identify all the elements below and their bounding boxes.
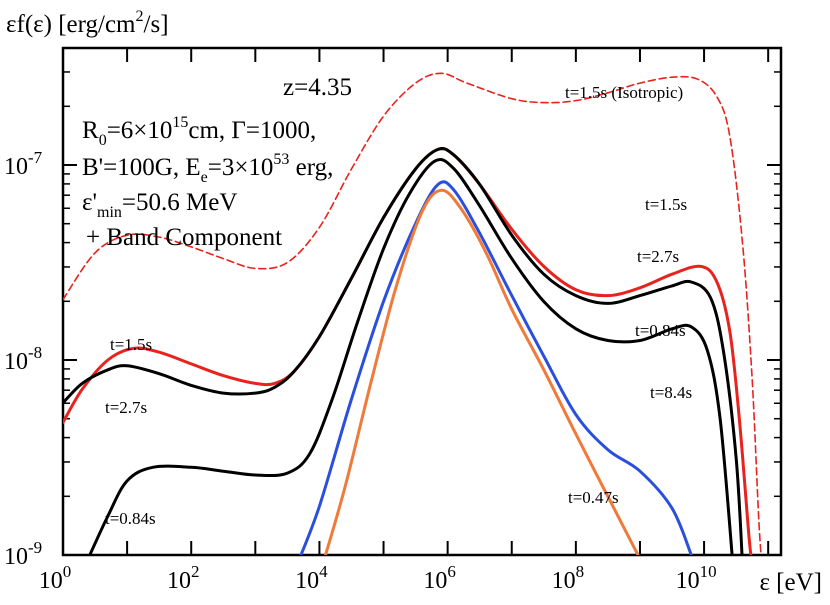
- x-tick-labels: 100 102 104 106 108 1010: [39, 562, 717, 594]
- y-axis-title: εf(ε) [erg/cm2/s]: [6, 8, 169, 38]
- annotation-line-3: ε'min=50.6 MeV: [82, 189, 237, 221]
- series-lines: [63, 72, 762, 555]
- y-tick-label: 10-8: [4, 343, 42, 375]
- y-tick-label: 10-7: [4, 148, 43, 180]
- label-t2.7s-low: t=2.7s: [105, 398, 147, 417]
- y-tick-label: 10-9: [4, 538, 42, 570]
- x-tick-label: 1010: [676, 562, 717, 594]
- x-tick-label: 108: [552, 562, 585, 594]
- series-line-4: [299, 180, 693, 555]
- label-t1.5s-low: t=1.5s: [110, 335, 152, 354]
- x-tick-label: 106: [423, 562, 456, 594]
- parameter-annotations: z=4.35 R0=6×1015cm, Γ=1000, B'=100G, Ee=…: [82, 74, 352, 251]
- y-tick-labels: 10-9 10-8 10-7: [4, 148, 43, 570]
- label-t1.5s-high: t=1.5s: [645, 195, 687, 214]
- label-t0.84s-low: t=0.84s: [105, 509, 156, 528]
- x-tick-label: 102: [167, 562, 200, 594]
- label-t0.84s-high: t=0.84s: [635, 321, 686, 340]
- x-axis-title: ε [eV]: [759, 569, 822, 596]
- series-line-5: [323, 188, 640, 555]
- label-t2.7s-high: t=2.7s: [637, 247, 679, 266]
- x-tick-label: 100: [39, 562, 72, 594]
- redshift-label: z=4.35: [283, 74, 352, 101]
- series-line-2: [63, 147, 744, 555]
- series-line-0: [63, 72, 762, 555]
- label-t8.4s: t=8.4s: [650, 383, 692, 402]
- label-t1.5s-isotropic: t=1.5s (Isotropic): [565, 83, 683, 102]
- label-t0.47s: t=0.47s: [568, 488, 619, 507]
- series-line-3: [88, 158, 734, 555]
- annotation-line-4: + Band Component: [86, 224, 282, 251]
- annotation-line-2: B'=100G, Ee=3×1053 erg,: [82, 151, 333, 186]
- annotation-line-1: R0=6×1015cm, Γ=1000,: [82, 114, 316, 149]
- x-tick-label: 104: [295, 562, 328, 594]
- curve-labels: t=1.5s (Isotropic) t=1.5s t=2.7s t=0.84s…: [105, 83, 692, 528]
